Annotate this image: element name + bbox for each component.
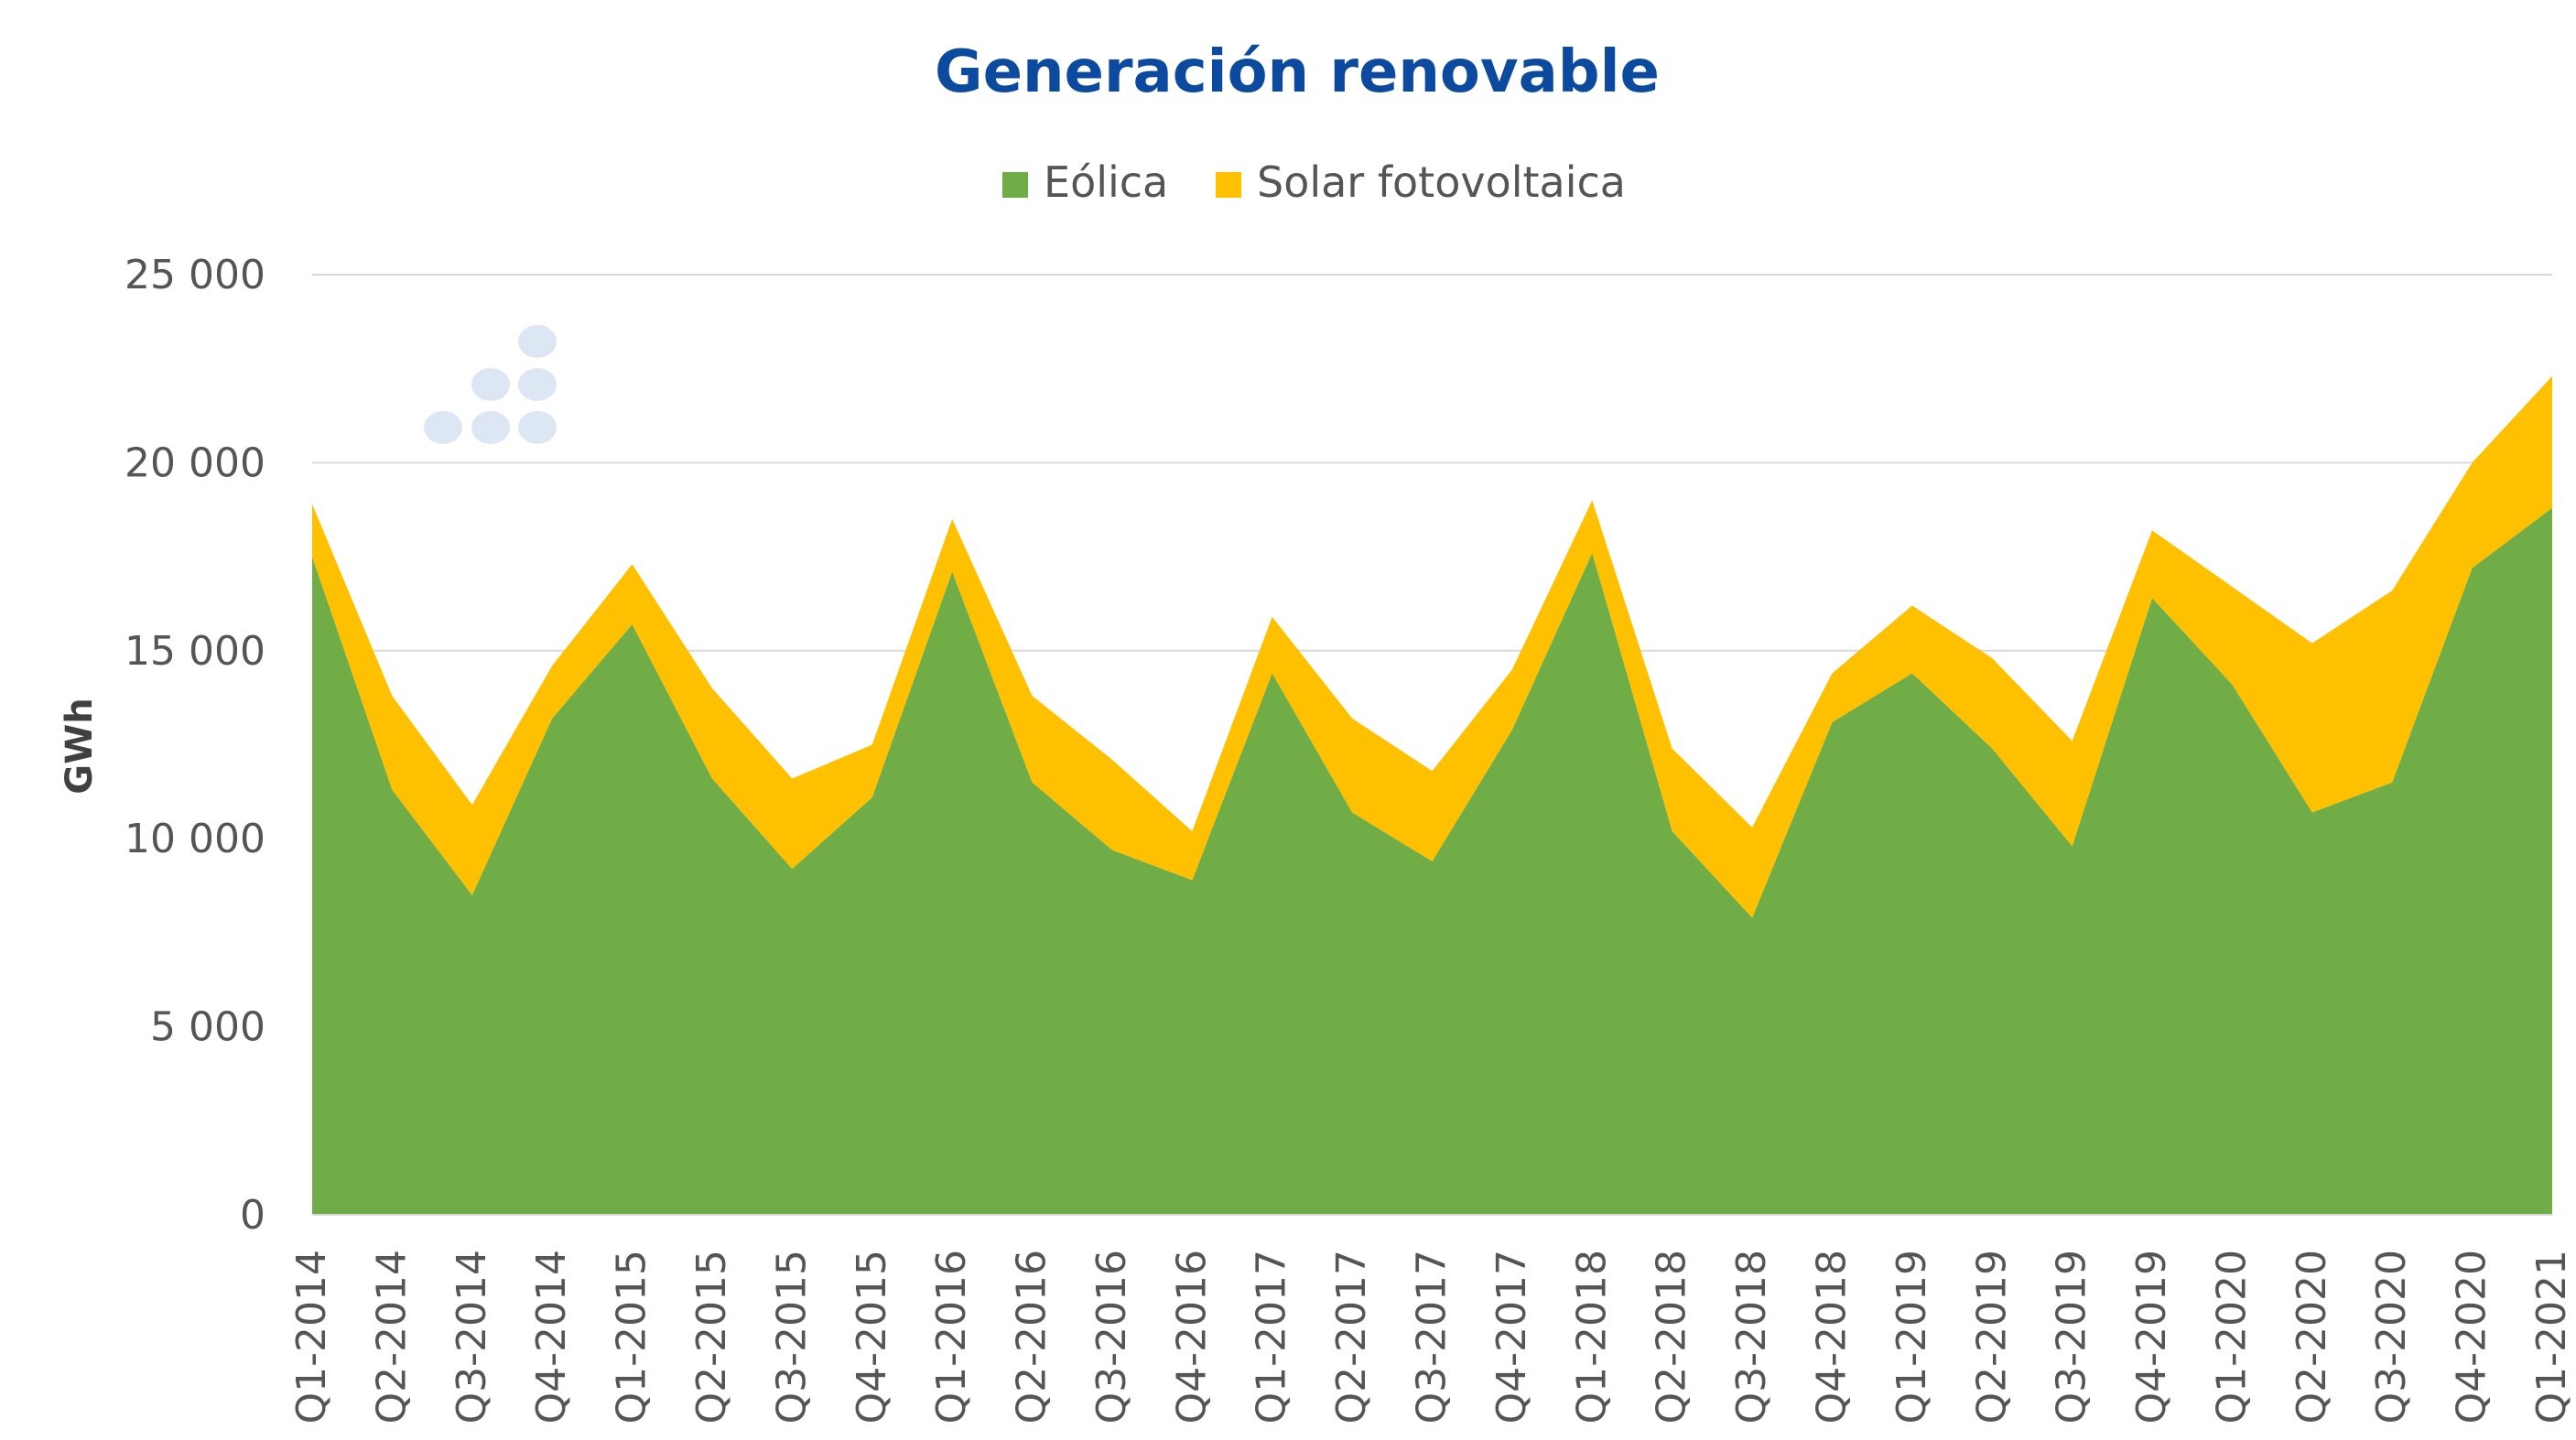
area-series-solar-fotovoltaica [312,375,2552,918]
dot [471,368,510,401]
chart-title: Generación renovable [935,38,1660,106]
x-tick-label: Q1-2019 [1889,1250,1935,1424]
x-tick-label: Q4-2019 [2128,1250,2175,1424]
dot [518,325,557,358]
x-tick-label: Q1-2014 [288,1250,335,1424]
x-tick-label: Q4-2016 [1168,1250,1215,1424]
dot [424,411,462,444]
plot-areas [312,375,2552,1216]
x-axis-ticks: Q1-2014 Q2-2014 Q3-2014 Q4-2014 Q1-2015 Q2-20… [288,1250,2575,1424]
x-tick-label: Q3-2020 [2368,1250,2415,1424]
dot [518,368,557,401]
x-tick-label: Q3-2016 [1088,1250,1135,1424]
x-tick-label: Q3-2019 [2049,1250,2095,1424]
legend-label: Eólica [1044,157,1168,207]
x-tick-label: Q3-2014 [449,1250,495,1424]
y-tick-label: 10 000 [124,816,265,862]
x-tick-label: Q1-2015 [609,1250,655,1424]
legend: Eólica Solar fotovoltaica [1002,157,1626,207]
x-tick-label: Q4-2018 [1808,1250,1855,1424]
dot-pattern-icon [424,325,557,444]
y-axis-label: GWh [59,698,101,794]
x-tick-label: Q2-2014 [368,1250,415,1424]
legend-swatch [1002,172,1028,198]
legend-swatch [1216,172,1241,198]
x-tick-label: Q2-2020 [2289,1250,2335,1424]
y-tick-label: 0 [240,1192,265,1239]
legend-label: Solar fotovoltaica [1257,157,1626,207]
x-tick-label: Q1-2021 [2528,1250,2575,1424]
dot [471,411,510,444]
x-tick-label: Q1-2016 [928,1250,975,1424]
y-tick-label: 15 000 [124,628,265,675]
x-tick-label: Q4-2017 [1488,1250,1535,1424]
y-tick-label: 25 000 [124,252,265,298]
y-axis-ticks: 0 5 000 10 000 15 000 20 000 25 000 [124,252,265,1239]
x-tick-label: Q3-2015 [768,1250,815,1424]
x-tick-label: Q4-2014 [528,1250,575,1424]
x-tick-label: Q3-2018 [1728,1250,1775,1424]
y-tick-label: 20 000 [124,439,265,486]
x-tick-label: Q4-2015 [849,1250,895,1424]
x-tick-label: Q2-2018 [1649,1250,1695,1424]
x-tick-label: Q4-2020 [2449,1250,2495,1424]
x-tick-label: Q2-2019 [1968,1250,2015,1424]
x-tick-label: Q3-2017 [1409,1250,1456,1424]
y-tick-label: 5 000 [150,1004,265,1051]
x-tick-label: Q2-2016 [1009,1250,1055,1424]
x-tick-label: Q1-2017 [1249,1250,1295,1424]
x-tick-label: Q2-2017 [1328,1250,1375,1424]
dot [518,411,557,444]
x-tick-label: Q2-2015 [688,1250,735,1424]
x-tick-label: Q1-2018 [1568,1250,1615,1424]
x-tick-label: Q1-2020 [2208,1250,2255,1424]
